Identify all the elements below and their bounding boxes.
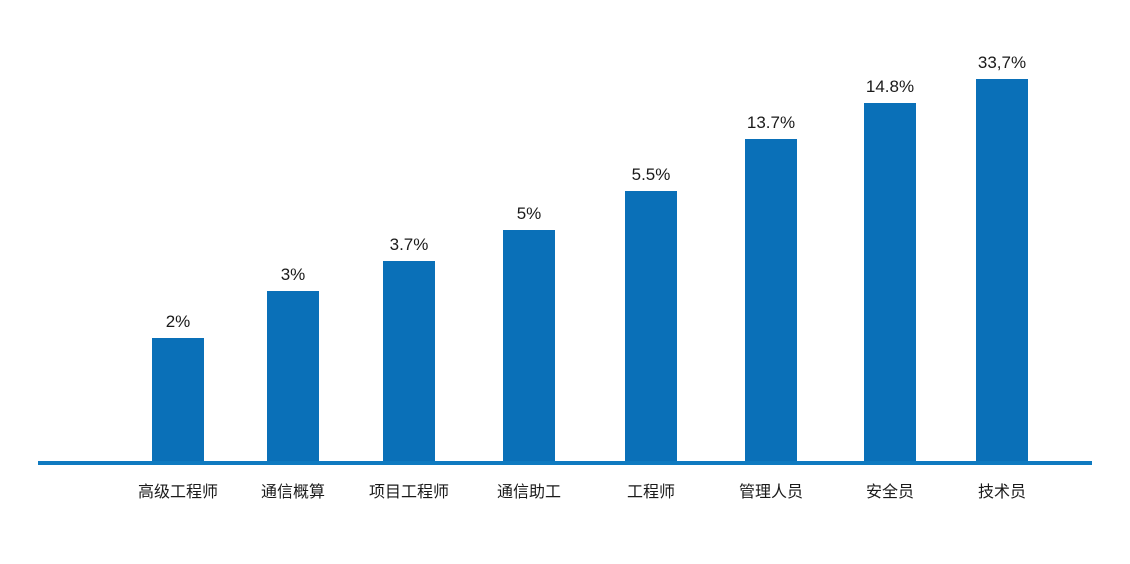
category-label: 通信概算: [260, 484, 326, 501]
bar: [745, 139, 797, 461]
bar: [383, 261, 435, 461]
bar-value-label: 14.8%: [865, 77, 915, 96]
bar: [976, 79, 1028, 461]
category-label: 高级工程师: [137, 484, 219, 501]
bar: [864, 103, 916, 461]
category-label: 安全员: [865, 484, 915, 501]
category-label: 项目工程师: [368, 484, 450, 501]
bar: [152, 338, 204, 461]
category-label: 通信助工: [496, 484, 562, 501]
bar-value-label: 3.7%: [389, 235, 429, 254]
bar-value-label: 33,7%: [977, 53, 1027, 72]
bar: [503, 230, 555, 461]
bar-value-label: 5%: [516, 204, 542, 223]
bar-value-label: 13.7%: [746, 113, 796, 132]
bar: [267, 291, 319, 461]
category-label: 技术员: [977, 484, 1027, 501]
category-label: 工程师: [626, 484, 676, 501]
bar-value-label: 2%: [165, 312, 191, 331]
bar-value-label: 5.5%: [631, 165, 671, 184]
x-axis-line: [38, 461, 1092, 465]
category-label: 管理人员: [738, 484, 804, 501]
bar-value-label: 3%: [280, 265, 306, 284]
bar: [625, 191, 677, 461]
